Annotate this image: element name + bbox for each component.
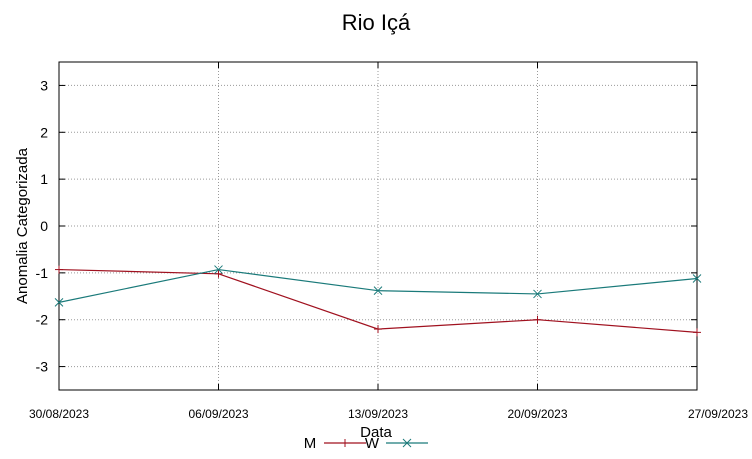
data-point-W: [373, 286, 383, 296]
data-point-W: [692, 274, 702, 283]
y-axis-label: Anomalia Categorizada: [14, 147, 31, 304]
y-tick-label: -2: [36, 312, 49, 328]
y-axis: 3 2 1 0 -1 -2 -3: [36, 77, 697, 375]
chart-title: Rio Içá: [342, 10, 411, 35]
data-point-W: [533, 289, 542, 299]
y-tick-label: 1: [40, 171, 48, 187]
grid: [59, 62, 697, 390]
x-tick-label: 13/09/2023: [348, 407, 408, 421]
legend-marker-W: [402, 438, 412, 448]
data-point-M: [55, 265, 63, 274]
x-axis-label: Data: [360, 424, 392, 441]
x-tick-label: 30/08/2023: [29, 407, 89, 421]
y-tick-label: -3: [36, 359, 49, 375]
x-tick-label: 27/09/2023: [688, 407, 748, 421]
y-tick-label: 2: [40, 124, 48, 140]
legend-label-W: W: [365, 435, 380, 452]
y-tick-label: 0: [40, 218, 48, 234]
data-point-W: [54, 298, 64, 307]
x-axis: 30/08/2023 06/09/2023 13/09/2023 20/09/2023…: [29, 62, 748, 421]
x-tick-label: 20/09/2023: [507, 407, 567, 421]
legend-marker-M: [341, 439, 349, 447]
data-point-M: [214, 269, 223, 278]
series-line-W: [58, 268, 698, 303]
y-tick-label: 3: [40, 77, 48, 93]
x-tick-label: 06/09/2023: [188, 407, 248, 421]
legend-label-M: M: [304, 435, 317, 452]
data-point-M: [374, 325, 382, 334]
data-point-M: [693, 328, 701, 337]
data-point-W: [214, 265, 223, 274]
data-point-M: [533, 315, 542, 324]
y-tick-label: -1: [36, 265, 49, 281]
series-layer: [54, 265, 702, 337]
